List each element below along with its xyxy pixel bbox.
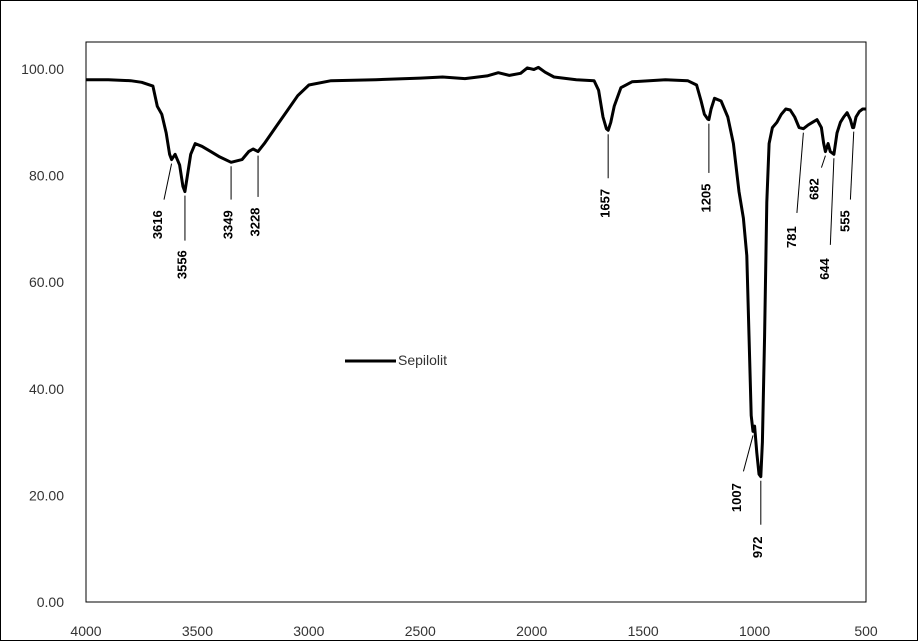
peak-label: 1007 bbox=[729, 483, 744, 512]
peak-leader-line bbox=[849, 131, 855, 200]
peak-leader-line bbox=[742, 435, 754, 472]
peak-label: 972 bbox=[750, 536, 765, 558]
peak-label: 781 bbox=[784, 226, 799, 248]
y-tick-label: 20.00 bbox=[29, 487, 64, 503]
peak-annotations: 3616 3556 3349 3228 1657 1205 1007 972 781 682 644… bbox=[150, 123, 855, 558]
y-tick-label: 40.00 bbox=[29, 381, 64, 397]
x-tick-label: 2000 bbox=[516, 623, 547, 639]
peak-label: 682 bbox=[807, 178, 822, 200]
peak-label: 1657 bbox=[598, 189, 613, 218]
x-tick-label: 3000 bbox=[293, 623, 324, 639]
peak-label: 555 bbox=[837, 210, 852, 232]
peak-leader-line bbox=[796, 132, 804, 213]
y-tick-label: 100.00 bbox=[21, 61, 64, 77]
peak-label: 3349 bbox=[221, 210, 236, 239]
peak-label: 1205 bbox=[698, 184, 713, 213]
y-axis-ticks: 0.00 20.00 40.00 60.00 80.00 100.00 bbox=[21, 61, 64, 610]
peak-leader-line bbox=[820, 155, 826, 168]
x-axis-ticks: 4000 3500 3000 2500 2000 1500 1000 500 bbox=[70, 623, 877, 639]
legend: Sepilolit bbox=[345, 352, 447, 368]
peak-label: 3616 bbox=[150, 210, 165, 239]
x-tick-label: 2500 bbox=[405, 623, 436, 639]
x-tick-label: 4000 bbox=[70, 623, 101, 639]
peak-leader-line bbox=[163, 163, 173, 200]
peak-label: 3228 bbox=[247, 208, 262, 237]
x-tick-label: 3500 bbox=[182, 623, 213, 639]
peak-label: 3556 bbox=[174, 250, 189, 279]
y-tick-label: 80.00 bbox=[29, 168, 64, 184]
x-tick-label: 500 bbox=[854, 623, 878, 639]
y-tick-label: 60.00 bbox=[29, 274, 64, 290]
peak-label: 644 bbox=[817, 257, 832, 279]
legend-label: Sepilolit bbox=[398, 352, 447, 368]
peak-leader-line bbox=[829, 158, 835, 245]
plot-area bbox=[85, 41, 867, 603]
x-tick-label: 1000 bbox=[739, 623, 770, 639]
x-tick-label: 1500 bbox=[628, 623, 659, 639]
y-tick-label: 0.00 bbox=[37, 594, 64, 610]
series-line-sepilolit bbox=[86, 65, 866, 479]
